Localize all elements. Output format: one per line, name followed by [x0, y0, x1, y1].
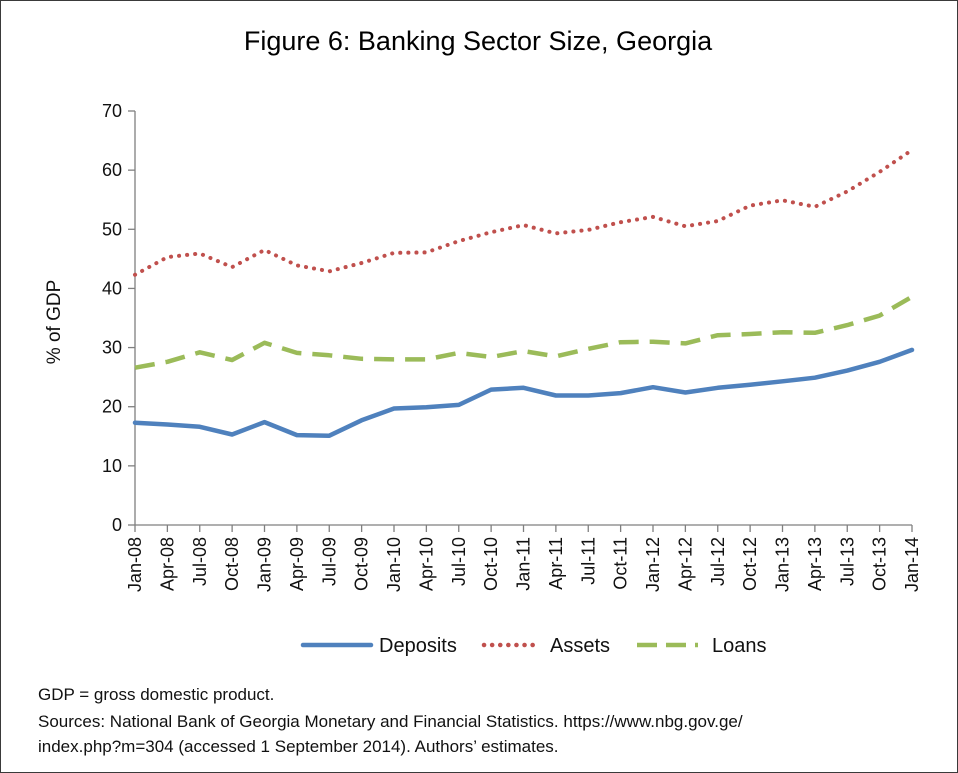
series-line-loans	[134, 294, 914, 370]
series-line-assets	[133, 148, 914, 277]
x-tick-label: Apr-10	[416, 537, 436, 591]
chart-series	[132, 148, 915, 438]
y-tick-label: 70	[102, 101, 122, 121]
x-tick-label: Oct-13	[870, 537, 890, 591]
x-tick-label: Jul-13	[837, 537, 857, 586]
y-tick-label: 20	[102, 397, 122, 417]
x-axis-ticks: Jan-08 Apr-08 Jul-08 Oct-08 Jan-09 Apr-09 Jul-…	[125, 525, 922, 592]
x-tick-label: Jan-11	[514, 537, 534, 591]
y-tick-label: 30	[102, 338, 122, 358]
x-tick-label: Oct-09	[352, 537, 372, 591]
y-tick-label: 40	[102, 278, 122, 298]
chart-legend: Deposits Assets Loans	[300, 635, 767, 657]
x-tick-label: Jan-09	[255, 537, 275, 592]
x-tick-label: Apr-11	[546, 537, 566, 590]
legend-label-assets: Assets	[550, 635, 610, 657]
x-tick-label: Jan-12	[643, 537, 663, 592]
x-tick-label: Jan-08	[125, 537, 145, 592]
x-tick-label: Jan-10	[384, 537, 404, 592]
x-tick-label: Oct-08	[222, 537, 242, 591]
y-tick-label: 10	[102, 456, 122, 476]
y-tick-label: 50	[102, 219, 122, 239]
legend-label-deposits: Deposits	[379, 635, 457, 657]
x-tick-label: Apr-12	[675, 537, 695, 591]
chart-axes	[134, 111, 912, 526]
footnote-definition: GDP = gross domestic product.	[38, 685, 275, 704]
x-tick-label: Apr-13	[805, 537, 825, 591]
x-tick-label: Oct-12	[740, 537, 760, 591]
x-tick-label: Oct-11	[611, 537, 631, 590]
x-tick-label: Apr-09	[287, 537, 307, 591]
x-tick-label: Jan-14	[902, 537, 922, 592]
y-axis-title: % of GDP	[44, 280, 65, 364]
legend-label-loans: Loans	[712, 635, 767, 657]
x-tick-label: Apr-08	[157, 537, 177, 591]
y-tick-label: 0	[112, 515, 122, 535]
footnote-sources: Sources: National Bank of Georgia Moneta…	[38, 712, 743, 731]
x-tick-label: Jul-12	[708, 537, 728, 586]
x-tick-label: Jul-11	[578, 537, 598, 585]
x-tick-label: Jul-10	[449, 537, 469, 586]
y-tick-label: 60	[102, 160, 122, 180]
x-tick-label: Jul-09	[319, 537, 339, 586]
chart-title: Figure 6: Banking Sector Size, Georgia	[243, 26, 713, 56]
x-tick-label: Oct-10	[481, 537, 501, 591]
x-tick-label: Jul-08	[190, 537, 210, 586]
series-line-deposits	[132, 347, 915, 438]
footnote-sources-cont: index.php?m=304 (accessed 1 September 20…	[38, 737, 559, 756]
y-axis-ticks: 0 10 20 30 40 50 60 70	[102, 101, 135, 535]
x-tick-label: Jan-13	[773, 537, 793, 592]
